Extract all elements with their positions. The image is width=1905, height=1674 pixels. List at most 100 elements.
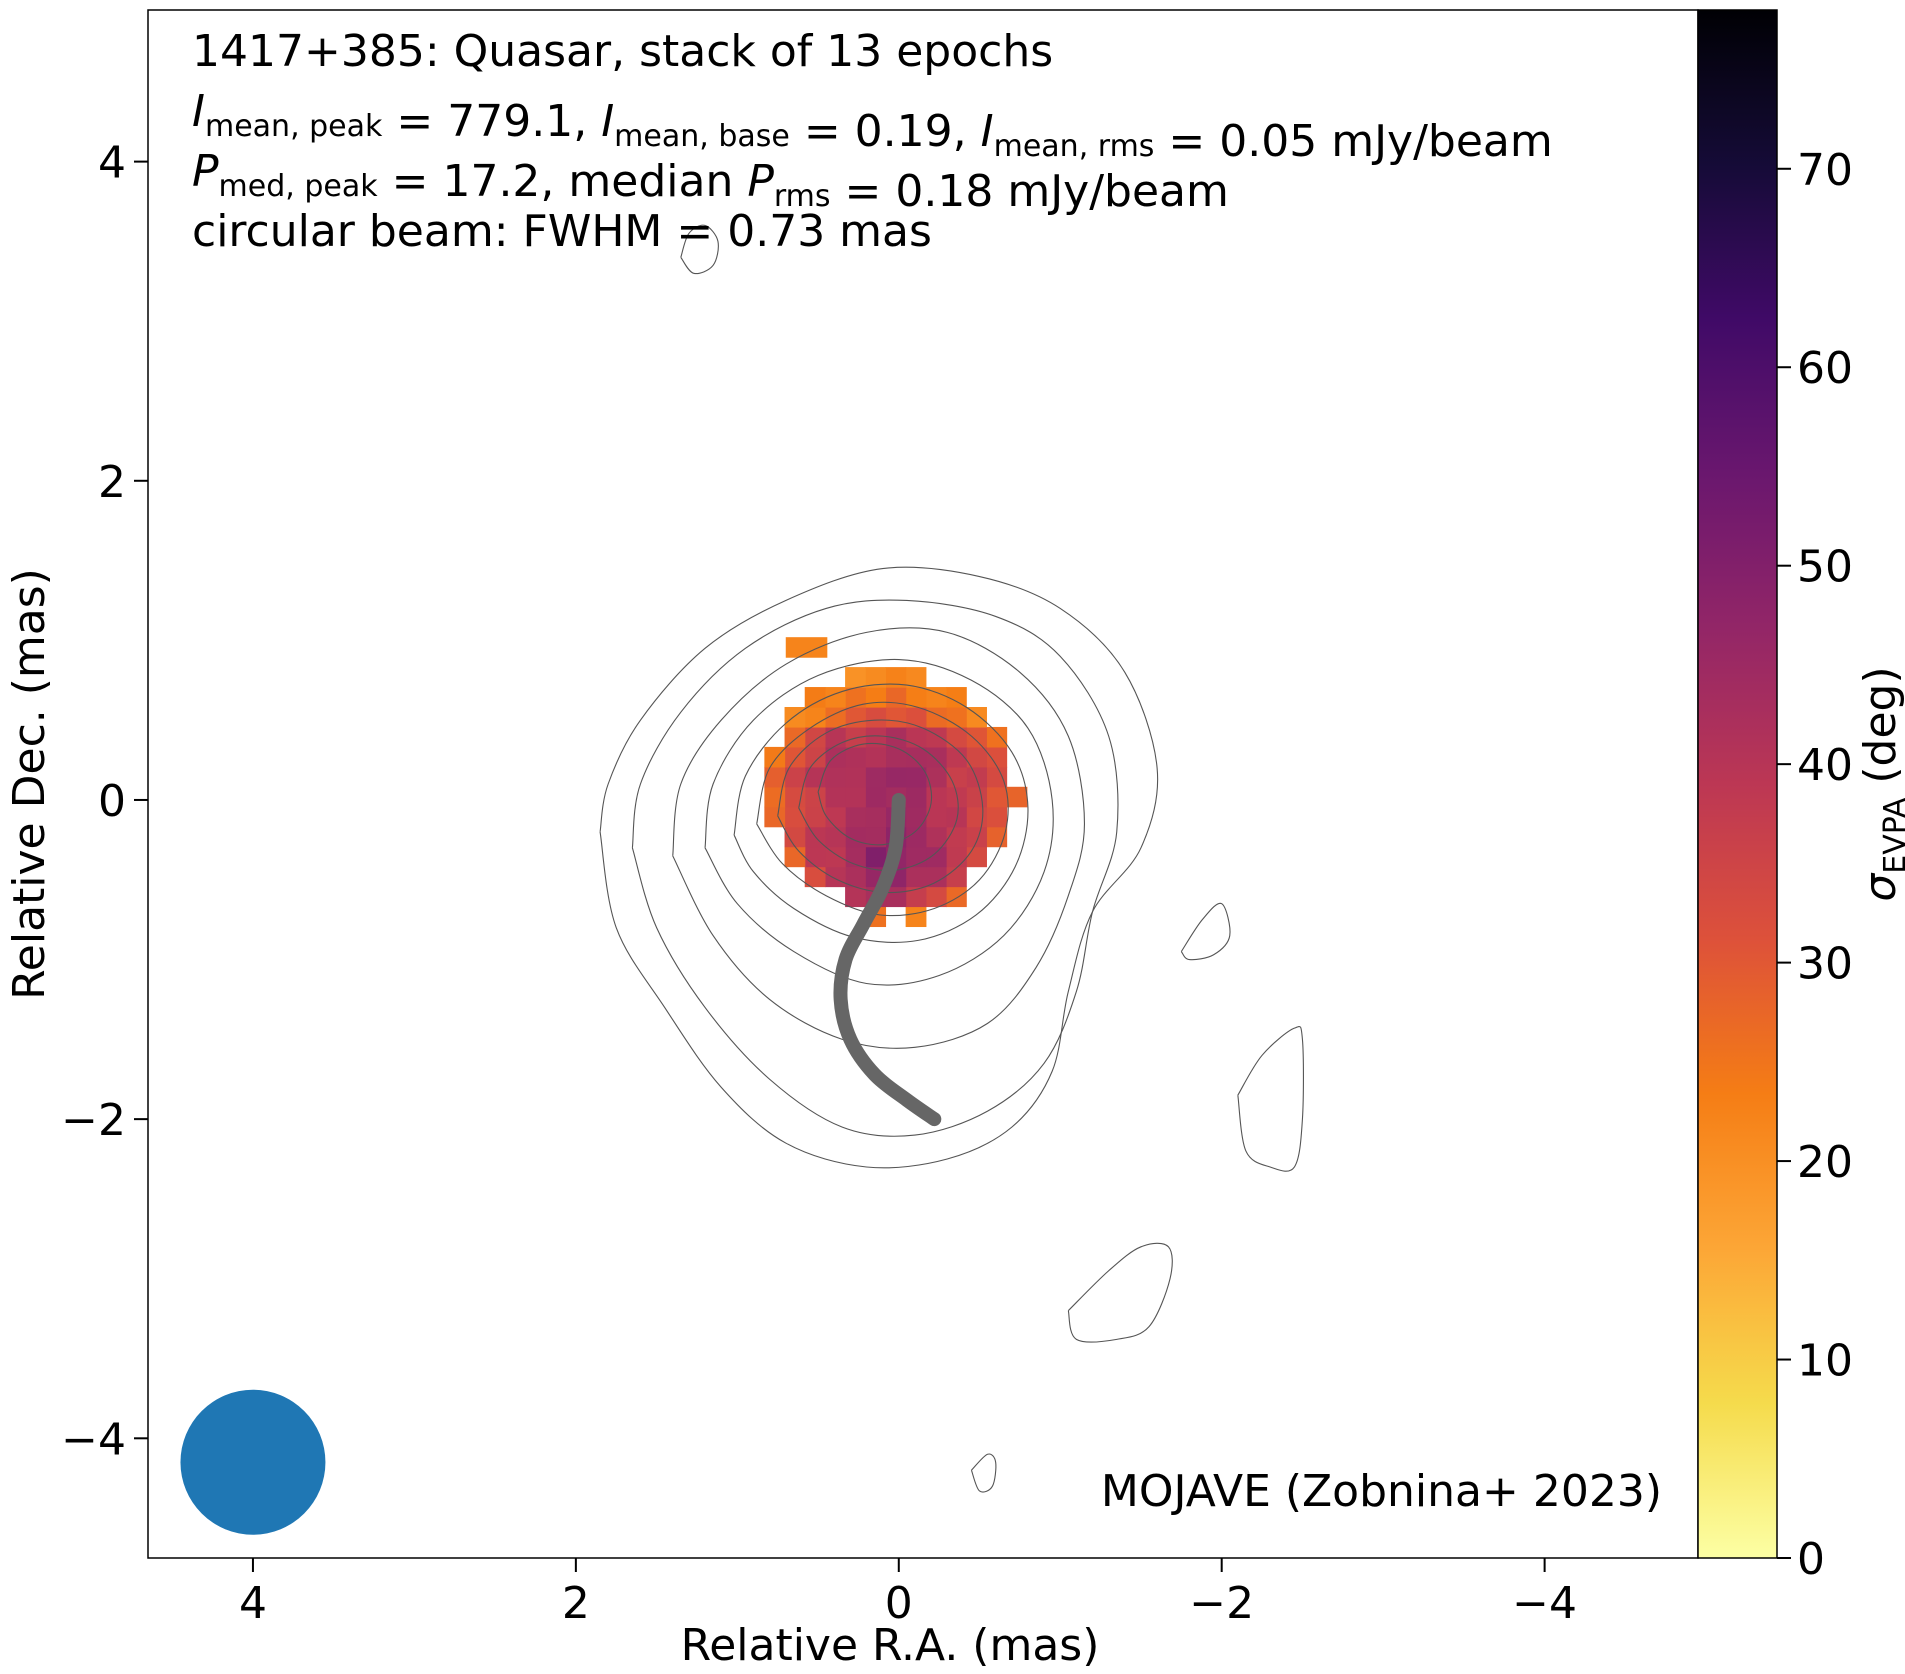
polarization-pixel (784, 846, 806, 868)
info-line-2: Imean, peak = 779.1, Imean, base = 0.19,… (192, 86, 1553, 167)
polarization-pixel (925, 746, 947, 768)
polarization-pixel (925, 846, 947, 868)
polarization-pixel (925, 766, 947, 788)
contour-level-10 (680, 224, 719, 275)
polarization-pixel (804, 766, 826, 788)
polarization-pixel (925, 826, 947, 848)
polarization-pixel (986, 786, 1008, 808)
info-line-1: 1417+385: Quasar, stack of 13 epochs (192, 26, 1053, 77)
info-text-segment: med, peak (219, 169, 379, 204)
contour-level-6 (756, 701, 1009, 917)
polarization-pixel (865, 786, 887, 808)
polarization-pixel (885, 687, 907, 708)
colorbar-label-sub: EVPA (1878, 797, 1905, 874)
info-text-segment: = 0.05 mJy/beam (1154, 116, 1552, 167)
polarization-pixel (925, 726, 947, 748)
colorbar-gradient (1697, 9, 1778, 1559)
polarization-pixel (946, 846, 967, 868)
polarization-pixel (845, 786, 866, 808)
polarization-pixel (986, 726, 1008, 748)
colorbar-tick-label: 0 (1797, 1534, 1825, 1585)
polarization-pixel (865, 667, 887, 688)
polarization-pixel (966, 726, 987, 748)
info-text-segment: mean, rms (994, 129, 1155, 164)
polarization-pixel (804, 746, 826, 768)
colorbar-label-main: σ (1855, 873, 1905, 902)
polarization-pixel (946, 746, 967, 768)
contour-level-2 (631, 599, 1119, 1137)
polarization-pixel (946, 726, 967, 748)
x-tick-label: 0 (885, 1578, 913, 1629)
info-text-segment: P (747, 156, 774, 207)
colorbar-tick-label: 20 (1797, 1137, 1853, 1188)
info-line-3: Pmed, peak = 17.2, median Prms = 0.18 mJ… (192, 146, 1229, 217)
polarization-pixel (905, 826, 927, 848)
contour-level-1 (599, 566, 1159, 1169)
info-text-segment: rms (774, 179, 831, 214)
polarization-pixel (1006, 786, 1028, 808)
polarization-pixel (824, 706, 846, 728)
polarization-pixel (845, 706, 866, 728)
polarization-pixel (865, 687, 887, 708)
y-tick-label: −4 (61, 1414, 126, 1465)
info-text-segment: 1417+385: Quasar, stack of 13 epochs (192, 26, 1053, 77)
x-tick-label: −2 (1189, 1578, 1254, 1629)
polarization-pixel (905, 687, 927, 708)
contour-level-8 (798, 735, 959, 872)
polarization-pixel (784, 746, 806, 768)
x-tick-label: 2 (562, 1578, 590, 1629)
polarization-pixel (925, 806, 947, 828)
polarization-pixel (865, 806, 887, 828)
polarization-pixel (865, 766, 887, 788)
jet-ridge-line (833, 792, 942, 1127)
polarization-pixel (885, 726, 907, 748)
polarization-pixel (925, 886, 947, 908)
polarization-pixel (845, 667, 866, 688)
polarization-pixel (845, 866, 866, 888)
polarization-pixel (824, 766, 846, 788)
polarization-pixel (824, 866, 846, 888)
polarization-pixel (804, 846, 826, 868)
polarization-pixel (804, 786, 826, 808)
polarization-pixel (905, 786, 927, 808)
polarization-pixel (905, 746, 927, 768)
contour-level-1 (1237, 1025, 1304, 1172)
polarization-pixel (946, 826, 967, 848)
polarization-pixel (946, 866, 967, 888)
polarization-pixel (764, 766, 786, 788)
polarization-pixel (804, 687, 826, 708)
polarization-pixel (925, 866, 947, 888)
polarization-pixel (905, 846, 927, 868)
polarization-pixel (885, 746, 907, 768)
colorbar: 0 10 20 30 40 50 60 70 (1697, 9, 1853, 1585)
polarization-pixel (905, 667, 927, 688)
polarization-pixel (824, 846, 846, 868)
x-tick-label: 4 (239, 1578, 267, 1629)
y-tick-label: −2 (61, 1095, 126, 1146)
polarization-pixel (784, 826, 806, 848)
polarization-pixel (966, 826, 987, 848)
polarization-pixel (905, 806, 927, 828)
polarization-pixel (845, 746, 866, 768)
polarization-pixel (865, 846, 887, 868)
info-text-segment: = 779.1, (382, 96, 601, 147)
contour-level-1 (970, 1453, 997, 1493)
info-line-4: circular beam: FWHM = 0.73 mas (192, 206, 932, 257)
colorbar-label-unit: (deg) (1855, 666, 1905, 797)
polarization-pixel (986, 766, 1008, 788)
polarization-pixel (966, 746, 987, 768)
info-text-segment: I (192, 86, 205, 137)
polarization-pixel (845, 886, 866, 908)
polarization-pixel (824, 726, 846, 748)
y-tick-label: 0 (98, 776, 126, 827)
contour-level-5 (733, 683, 1029, 943)
info-text-segment: = 0.19, (790, 106, 981, 157)
intensity-contours (599, 224, 1304, 1493)
polarization-pixel (986, 746, 1008, 768)
polarization-pixel (905, 706, 927, 728)
beam-ellipse (180, 1389, 326, 1535)
polarization-pixel (905, 766, 927, 788)
contour-level-9 (817, 742, 933, 846)
polarization-pixel (946, 786, 967, 808)
